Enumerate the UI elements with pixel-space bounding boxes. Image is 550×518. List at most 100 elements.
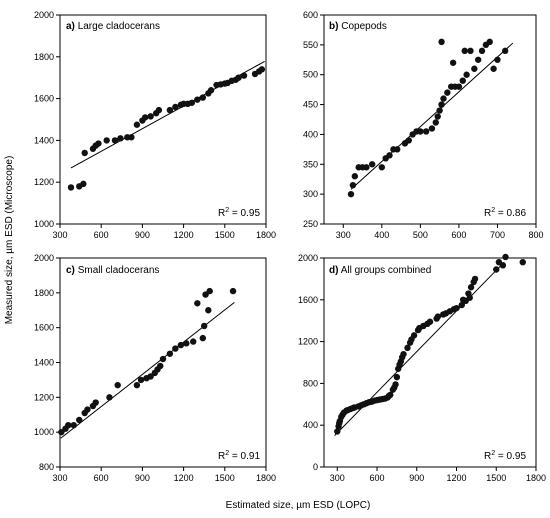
data-point	[396, 361, 403, 368]
data-point	[206, 287, 213, 295]
y-tick-label: 2000	[34, 253, 54, 263]
data-points	[334, 253, 526, 435]
y-tick-label: 500	[303, 70, 318, 80]
x-tick-label: 1800	[256, 230, 276, 240]
data-point	[103, 137, 110, 144]
data-point	[440, 95, 447, 102]
axis-ticks: 300 400 500 600 700 800 250 300 350 400 450 500 550 6…	[303, 10, 544, 240]
y-tick-label: 400	[303, 420, 318, 430]
data-point	[190, 338, 197, 345]
y-tick-label: 1800	[34, 52, 54, 62]
plot-frame	[323, 14, 537, 225]
data-point	[347, 190, 355, 198]
data-point	[368, 398, 375, 405]
r-squared-label: R2 = 0.86	[484, 207, 526, 219]
data-point	[438, 101, 445, 108]
data-point	[80, 180, 87, 188]
data-point	[432, 119, 439, 126]
data-point	[334, 428, 341, 435]
y-tick-label: 450	[303, 100, 318, 110]
y-tick-label: 2000	[298, 253, 318, 263]
data-point	[349, 404, 357, 412]
data-point	[339, 411, 346, 418]
panel-all-groups-combined: 300 600 900 1200 1500 1800 0 400 800 1200 1600 2000…	[298, 253, 546, 483]
y-tick-label: 800	[39, 462, 54, 472]
data-point	[466, 294, 473, 301]
data-point	[183, 340, 190, 347]
data-point	[424, 320, 431, 328]
y-tick-label: 400	[303, 129, 318, 139]
data-point	[336, 419, 343, 427]
plot-frame	[59, 14, 267, 225]
x-tick-label: 1500	[486, 473, 506, 483]
data-point	[81, 149, 88, 157]
x-tick-label: 700	[490, 230, 505, 240]
data-point	[455, 83, 463, 90]
data-point	[486, 38, 493, 46]
y-tick-label: 1600	[298, 295, 318, 305]
x-tick-label: 1500	[215, 230, 235, 240]
y-tick-label: 1400	[34, 358, 54, 368]
data-point	[434, 313, 442, 320]
data-point	[474, 56, 482, 63]
data-point	[229, 287, 237, 295]
x-tick-label: 1200	[446, 473, 466, 483]
data-point	[422, 128, 430, 135]
y-tick-label: 1200	[34, 392, 54, 402]
data-point	[434, 113, 441, 120]
data-point	[404, 344, 411, 352]
data-point	[428, 125, 436, 132]
data-point	[70, 422, 77, 429]
data-point	[502, 253, 509, 261]
data-point	[379, 395, 386, 403]
data-point	[363, 400, 370, 407]
y-tick-label: 350	[303, 159, 318, 169]
y-tick-label: 550	[303, 40, 318, 50]
data-point	[368, 161, 376, 168]
axis-ticks: 300 600 900 1200 1500 1800 800 1000 1200 1400 1600…	[34, 253, 276, 483]
data-point	[494, 56, 501, 63]
data-point	[111, 137, 119, 144]
data-point	[357, 402, 365, 409]
data-points	[58, 287, 237, 436]
panel-title: b) Copepods	[329, 21, 387, 32]
x-tick-label: 300	[52, 230, 67, 240]
data-point	[436, 107, 443, 114]
panel-large-cladocerans: 300 600 900 1200 1500 1800 1000 1200 1400 1600 180…	[34, 10, 276, 240]
data-point	[199, 334, 207, 342]
data-point	[159, 355, 167, 363]
data-point	[205, 307, 212, 314]
data-point	[405, 137, 412, 144]
data-point	[438, 38, 445, 46]
regression-line	[334, 261, 505, 436]
data-point	[519, 258, 526, 266]
x-tick-label: 900	[135, 473, 150, 483]
x-tick-label: 1800	[526, 473, 546, 483]
data-point	[84, 406, 91, 413]
regression-line	[60, 302, 235, 439]
x-tick-label: 1800	[256, 473, 276, 483]
data-point	[133, 381, 141, 389]
panel-small-cladocerans: 300 600 900 1200 1500 1800 800 1000 1200 1400 1600…	[34, 253, 276, 483]
data-point	[133, 121, 141, 128]
data-point	[128, 134, 135, 141]
data-point	[363, 164, 370, 171]
data-point	[499, 262, 507, 269]
panel-title: d) All groups combined	[329, 265, 431, 276]
x-tick-label: 300	[330, 473, 345, 483]
data-point	[65, 422, 72, 429]
data-points	[67, 66, 266, 191]
data-point	[471, 275, 479, 283]
data-point	[137, 376, 145, 384]
r-squared-label: R2 = 0.91	[218, 450, 260, 462]
data-point	[351, 173, 359, 180]
x-axis-title: Estimated size, µm ESD (LOPC)	[226, 500, 371, 511]
data-point	[442, 310, 450, 317]
data-point	[458, 301, 465, 309]
x-tick-label: 800	[528, 230, 543, 240]
data-point	[188, 99, 196, 106]
panel-copepods: 300 400 500 600 700 800 250 300 350 400 450 500 550 6…	[303, 10, 544, 240]
data-point	[378, 164, 386, 171]
r-squared-label: R2 = 0.95	[484, 450, 526, 462]
